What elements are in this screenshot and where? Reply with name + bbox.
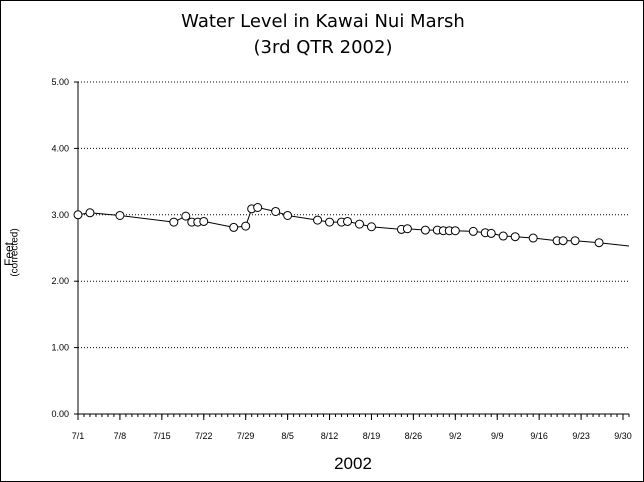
- y-tick-label-1: 1.00: [51, 343, 69, 353]
- data-point-30: [498, 231, 508, 241]
- y-axis-label-group: Feet (corrected): [2, 207, 43, 307]
- x-tick-label-2: 7/15: [153, 431, 171, 441]
- data-point-17: [343, 216, 353, 226]
- data-point-12: [271, 206, 281, 216]
- chart-subtitle: (3rd QTR 2002): [253, 37, 393, 58]
- data-point-4: [181, 211, 191, 221]
- y-tick-label-2: 2.00: [51, 276, 69, 286]
- gridlines: [78, 81, 629, 349]
- data-point-22: [420, 225, 430, 235]
- data-point-0: [73, 210, 83, 220]
- data-point-29: [486, 228, 496, 238]
- data-point-13: [283, 210, 293, 220]
- data-point-8: [229, 222, 239, 232]
- data-point-14: [313, 215, 323, 225]
- x-tick-label-13: 9/30: [614, 431, 632, 441]
- x-tick-label-10: 9/9: [491, 431, 504, 441]
- x-tick-label-5: 8/5: [281, 431, 294, 441]
- data-point-18: [354, 219, 364, 229]
- axes: [74, 81, 630, 420]
- y-tick-label-5: 5.00: [51, 77, 69, 87]
- data-point-32: [528, 233, 538, 243]
- x-tick-label-3: 7/22: [195, 431, 213, 441]
- x-tick-label-1: 7/8: [114, 431, 127, 441]
- y-tick-label-0: 0.00: [51, 409, 69, 419]
- data-point-26: [450, 226, 460, 236]
- data-point-21: [402, 224, 412, 234]
- y-tick-label-3: 3.00: [51, 210, 69, 220]
- data-point-3: [169, 217, 179, 227]
- data-point-27: [468, 226, 478, 236]
- x-tick-label-8: 8/26: [405, 431, 423, 441]
- chart-title: Water Level in Kawai Nui Marsh: [181, 11, 465, 32]
- x-tick-label-12: 9/23: [572, 431, 590, 441]
- x-tick-label-9: 9/2: [449, 431, 462, 441]
- x-tick-label-6: 8/12: [321, 431, 339, 441]
- y-tick-labels: 0.00 1.00 2.00 3.00 4.00 5.00: [51, 77, 69, 419]
- data-point-1: [85, 208, 95, 218]
- data-point-31: [510, 232, 520, 242]
- data-point-15: [325, 217, 335, 227]
- data-point-19: [366, 222, 376, 232]
- data-point-9: [241, 221, 251, 231]
- data-series: [73, 202, 630, 248]
- y-axis-sublabel: (corrected): [9, 228, 21, 277]
- x-tick-labels: 7/1 7/8 7/15 7/22 7/29 8/5 8/12 8/19 8/26 9/2 9/9 9…: [72, 431, 632, 441]
- x-tick-label-11: 9/16: [530, 431, 548, 441]
- y-tick-label-4: 4.00: [51, 143, 69, 153]
- x-tick-label-4: 7/29: [237, 431, 255, 441]
- data-point-34: [558, 236, 568, 246]
- x-tick-label-0: 7/1: [72, 431, 85, 441]
- data-point-36: [594, 238, 604, 248]
- data-point-2: [115, 210, 125, 220]
- data-point-7: [199, 216, 209, 226]
- data-point-35: [570, 236, 580, 246]
- x-axis-label: 2002: [334, 454, 372, 473]
- series-line-0: [77, 206, 630, 247]
- x-tick-label-7: 8/19: [363, 431, 381, 441]
- data-point-11: [253, 202, 263, 212]
